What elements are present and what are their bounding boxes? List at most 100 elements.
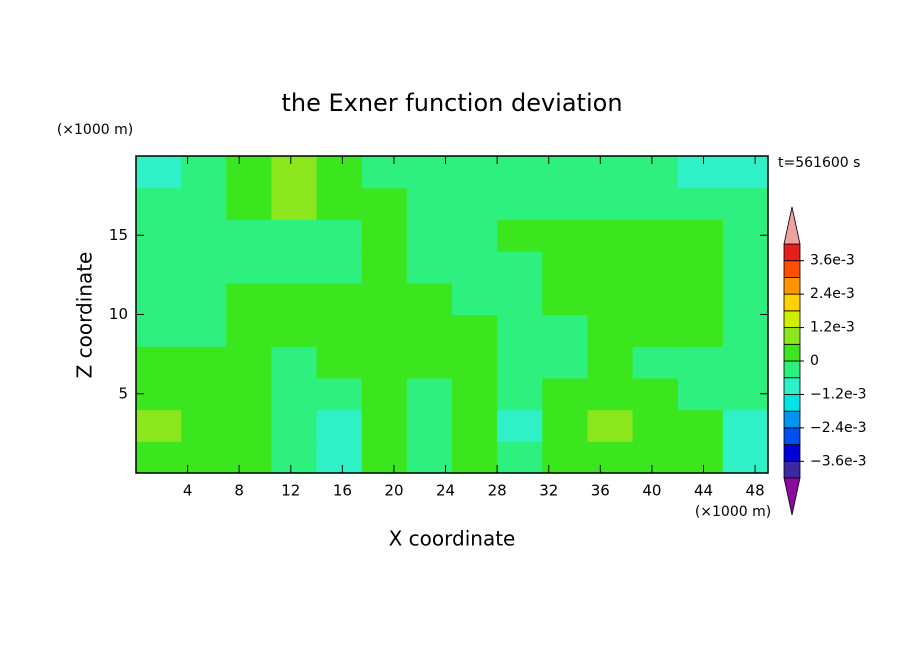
contour-cell [497,156,543,189]
x-tick-label: 4 [183,482,193,500]
contour-cell [271,156,318,189]
colorbar-extend-low [783,477,801,516]
contour-cell [542,219,589,252]
contour-cell [361,156,408,189]
contour-cell [722,187,769,220]
contour-cell [136,441,182,474]
colorbar-box [783,243,801,262]
y-unit-label: (×1000 m) [57,122,133,138]
x-tick-label: 20 [384,482,403,500]
contour-cell [677,377,724,411]
contour-cell [587,314,634,347]
contour-cell [271,219,318,252]
contour-cell [226,314,273,347]
colorbar-tick-label: 3.6e-3 [810,253,855,269]
contour-cell [361,441,408,474]
contour-cell [587,282,634,316]
contour-cell [316,314,363,347]
colorbar-tick-label: −2.4e-3 [810,420,867,436]
contour-cell [181,219,227,252]
contour-cell [497,377,543,411]
contour-cell [632,409,679,442]
colorbar-tick-label: −1.2e-3 [810,386,867,402]
contour-cell [271,441,318,474]
colorbar-tick-label: 0 [810,353,819,369]
contour-cell [181,156,227,189]
contour-cell [497,314,543,347]
x-axis-label: X coordinate [389,527,516,551]
y-tick-label: 10 [109,305,128,323]
x-tick-label: 44 [694,482,713,500]
colorbar-tick-label: 1.2e-3 [810,320,855,336]
contour-cell [361,251,408,284]
contour-cell [722,282,769,316]
colorbar-box [783,360,801,379]
contour-cell [181,187,227,220]
colorbar-extend-high [783,206,801,245]
contour-cell [181,314,227,347]
contour-cell [136,409,182,442]
contour-cell [181,251,227,284]
contour-cell [181,441,227,474]
contour-cell [226,187,273,220]
contour-cell [632,219,679,252]
contour-cell [632,187,679,220]
contour-cell [542,187,589,220]
contour-cell [316,377,363,411]
contour-cell [587,377,634,411]
x-tick-label: 28 [488,482,507,500]
contour-cell [497,409,543,442]
contour-cell [542,251,589,284]
contour-cell [497,282,543,316]
contour-cell [587,346,634,379]
contour-cell [316,187,363,220]
contour-cell [677,187,724,220]
x-tick-label: 24 [436,482,455,500]
contour-cell [361,346,408,379]
contour-cell [181,346,227,379]
contour-cell [271,314,318,347]
colorbar-box [783,293,801,312]
contour-cell [722,156,769,189]
contour-cell [587,409,634,442]
colorbar-tick-label: −3.6e-3 [810,453,867,469]
colorbar-box [783,444,801,462]
contour-cell [632,156,679,189]
contour-cell [677,219,724,252]
contour-cell [271,282,318,316]
chart-title: the Exner function deviation [281,89,622,117]
contour-cell [226,282,273,316]
contour-cell [722,314,769,347]
contour-cell [226,251,273,284]
contour-cell [722,251,769,284]
contour-cell [542,314,589,347]
contour-cell [316,346,363,379]
contour-cell [181,282,227,316]
y-tick-label: 15 [109,226,128,244]
contour-cell [226,409,273,442]
contour-cell [136,282,182,316]
contour-cell [497,441,543,474]
x-tick-label: 32 [539,482,558,500]
y-tick-label: 5 [118,384,128,402]
contour-cell [677,156,724,189]
contour-cell [587,219,634,252]
contour-cell [406,219,453,252]
x-tick-label: 12 [281,482,300,500]
colorbar-box [783,343,801,362]
contour-cell [316,251,363,284]
contour-cell [452,156,498,189]
contour-cell [452,314,498,347]
contour-cell [497,251,543,284]
contour-cell [316,409,363,442]
contour-cell [632,346,679,379]
contour-cell [406,377,453,411]
x-tick-label: 8 [234,482,244,500]
x-unit-label: (×1000 m) [695,504,771,520]
contour-cell [722,441,769,474]
contour-cell [226,156,273,189]
contour-cell [632,441,679,474]
contour-cell [361,314,408,347]
y-axis-label: Z coordinate [73,252,97,379]
contour-cell [497,187,543,220]
